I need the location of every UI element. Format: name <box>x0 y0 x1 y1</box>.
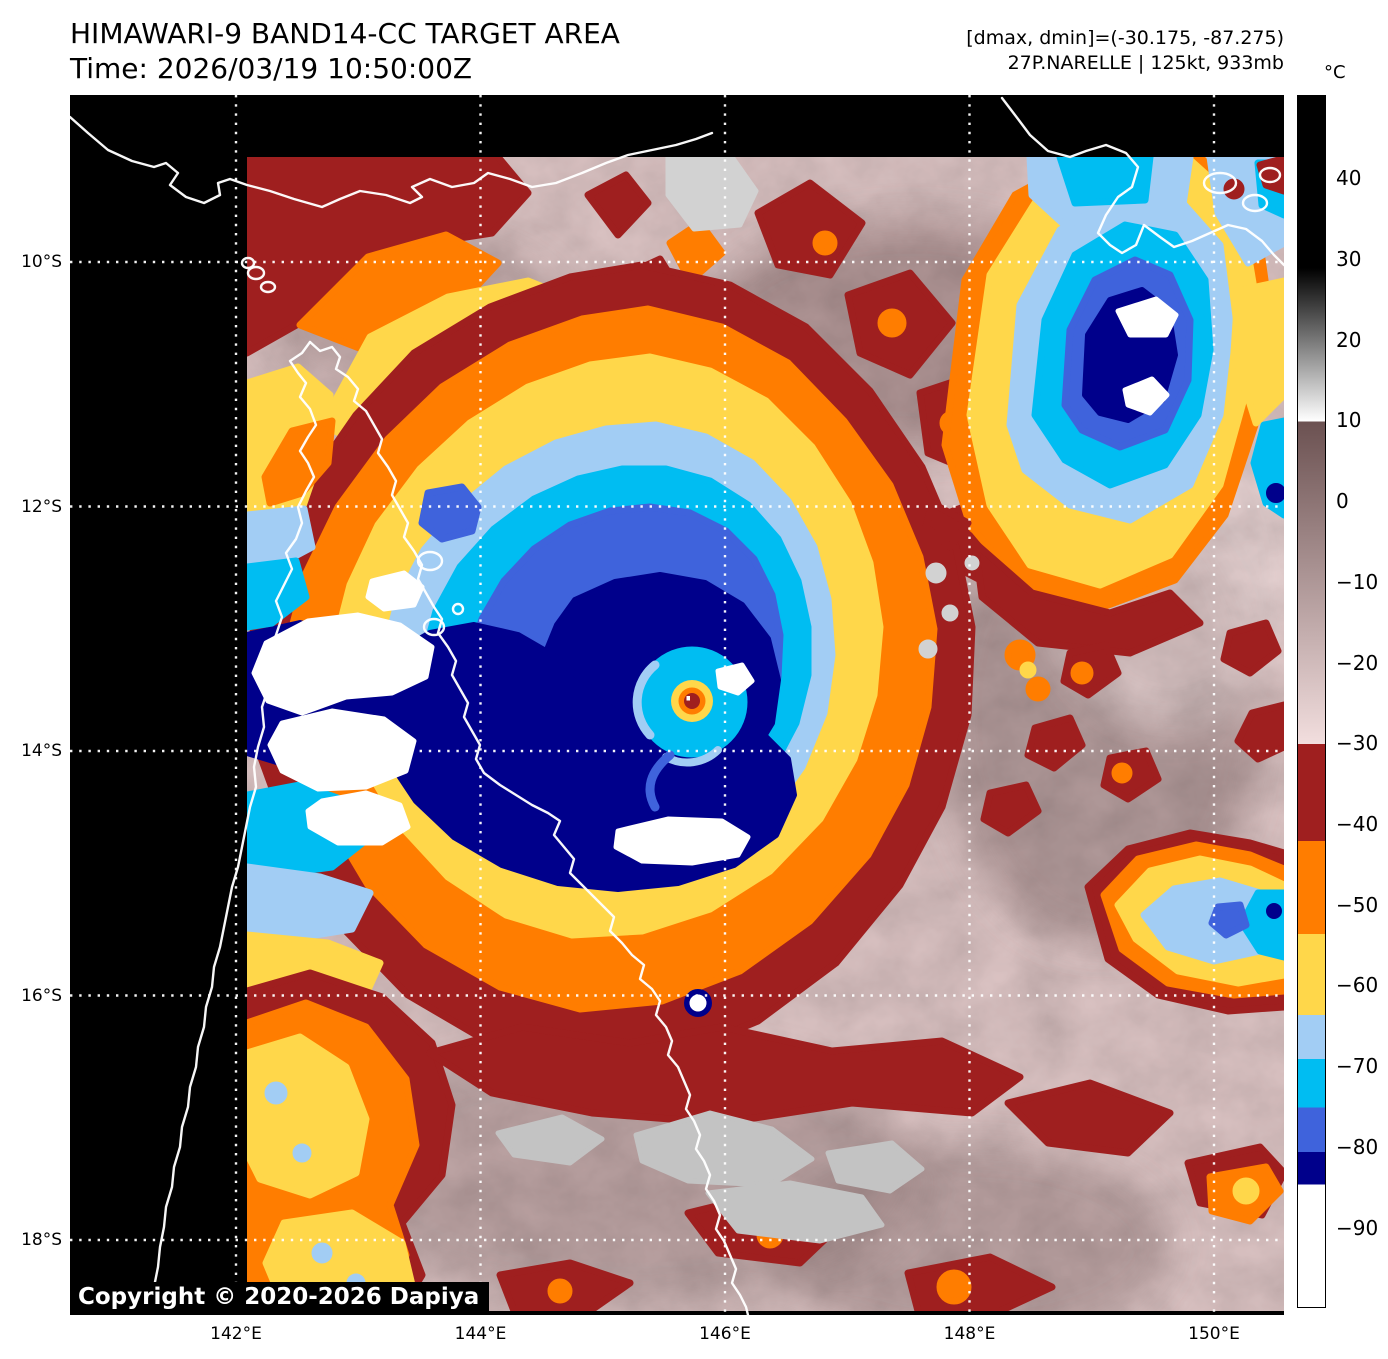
lon-tick-label: 142°E <box>210 1324 262 1344</box>
island-outline <box>1241 193 1269 213</box>
page-title: HIMAWARI-9 BAND14-CC TARGET AREA <box>70 17 620 50</box>
colorbar-tick-label: 40 <box>1336 166 1362 191</box>
coastline-queensland-east <box>308 340 750 1315</box>
coastline-cape-york-west <box>148 340 318 1315</box>
coastline-new-guinea-west <box>70 115 714 209</box>
gray-cloud-patches <box>495 157 980 1244</box>
colorbar-tick-label: 0 <box>1336 489 1349 514</box>
copyright-badge: Copyright © 2020-2026 Dapiya <box>70 1282 490 1315</box>
scattered-cold-streaks <box>980 619 1284 837</box>
satellite-ir-image <box>70 95 1284 1315</box>
colorbar-tick-label: 20 <box>1336 327 1362 352</box>
colorbar <box>1297 95 1326 1308</box>
colorbar-tick-label: 30 <box>1336 246 1362 271</box>
lat-tick-label: 16°S <box>21 985 62 1006</box>
title-block: HIMAWARI-9 BAND14-CC TARGET AREA Time: 2… <box>70 16 620 86</box>
right-edge-cold-cell <box>1084 829 1284 1015</box>
colorbar-tick-label: −40 <box>1336 812 1379 837</box>
colorbar-unit-label: °C <box>1324 62 1346 83</box>
colorbar-tick-label: −70 <box>1336 1054 1379 1079</box>
colorbar-tick-label: −10 <box>1336 569 1379 594</box>
colorbar-tick-label: −20 <box>1336 650 1379 675</box>
lon-tick-label: 146°E <box>699 1324 751 1344</box>
lon-tick-label: 150°E <box>1188 1324 1240 1344</box>
info-block: [dmax, dmin]=(-30.175, -87.275) 27P.NARE… <box>966 26 1284 76</box>
lagoon-outline <box>422 617 446 637</box>
latlon-grid <box>70 95 1284 1315</box>
map-plot <box>70 95 1284 1315</box>
torres-strait-island <box>259 280 277 294</box>
colorbar-tick-label: −30 <box>1336 731 1379 756</box>
lon-tick-label: 148°E <box>943 1324 996 1344</box>
colorbar-tick-label: 10 <box>1336 408 1362 433</box>
lat-tick-label: 12°S <box>21 496 62 517</box>
lagoon-outline <box>451 602 465 616</box>
dmax-dmin-readout: [dmax, dmin]=(-30.175, -87.275) <box>966 27 1284 49</box>
timestamp: Time: 2026/03/19 10:50:00Z <box>70 52 473 85</box>
data-swath <box>247 157 1284 1311</box>
colorbar-tick-label: −80 <box>1336 1134 1379 1159</box>
overshooting-tops <box>251 570 755 1017</box>
colorbar-tick-label: −60 <box>1336 973 1379 998</box>
island-outline <box>1202 171 1238 195</box>
colorbar-tick-label: −50 <box>1336 892 1379 917</box>
lagoon-outline <box>416 550 444 572</box>
coastline-new-guinea-east <box>1000 96 1284 267</box>
cyclone-eye <box>671 680 713 722</box>
lon-tick-label: 144°E <box>454 1324 507 1344</box>
coastlines <box>70 96 1284 1315</box>
island-outline <box>1258 166 1282 184</box>
lat-tick-label: 18°S <box>21 1230 62 1250</box>
lat-tick-label: 10°S <box>21 252 62 272</box>
colorbar-tick-label: −90 <box>1336 1215 1379 1240</box>
lat-tick-label: 14°S <box>21 741 62 761</box>
colorbar-gradient <box>1298 96 1325 1307</box>
torres-strait-island <box>246 265 266 281</box>
storm-intensity-readout: 27P.NARELLE | 125kt, 933mb <box>1007 52 1284 74</box>
